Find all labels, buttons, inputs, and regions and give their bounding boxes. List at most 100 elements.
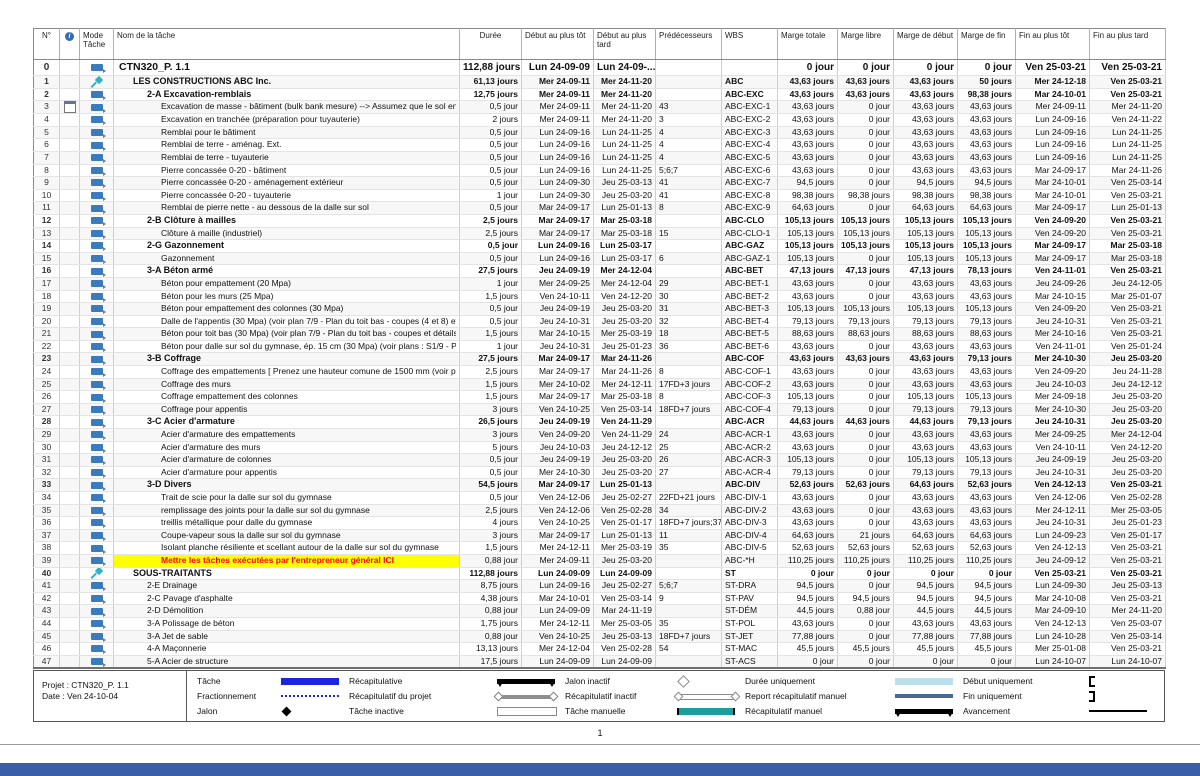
cell-f_tot[interactable]: Jeu 24-10-03: [1015, 378, 1090, 392]
cell-m_lib[interactable]: 44,63 jours: [837, 415, 894, 430]
cell-f_tot[interactable]: Jeu 24-10-31: [1015, 516, 1090, 530]
indicator-cell[interactable]: [59, 227, 80, 241]
task-name-cell[interactable]: Remblai de terre - aménag. Ext.: [113, 138, 460, 152]
cell-m_fin[interactable]: 110,25 jours: [957, 554, 1016, 568]
task-mode-cell[interactable]: [79, 504, 114, 518]
cell-f_tard[interactable]: Lun 24-11-25: [1089, 138, 1166, 152]
cell-f_tard[interactable]: Ven 25-01-24: [1089, 340, 1166, 354]
cell-pred[interactable]: 54: [655, 642, 722, 656]
indicator-cell[interactable]: [59, 428, 80, 442]
cell-m_fin[interactable]: 43,63 jours: [957, 441, 1016, 455]
cell-f_tard[interactable]: Ven 25-03-21: [1089, 227, 1166, 241]
cell-wbs[interactable]: ABC-DIV-3: [721, 516, 778, 530]
cell-d_tot[interactable]: Mar 24-09-17: [521, 529, 594, 543]
cell-m_deb[interactable]: 64,63 jours: [893, 478, 958, 492]
cell-wbs[interactable]: ABC-DIV-4: [721, 529, 778, 543]
cell-duree[interactable]: 0,5 jour: [459, 164, 522, 178]
task-name-cell[interactable]: 3-A Polissage de béton: [113, 617, 460, 631]
cell-f_tard[interactable]: Ven 25-03-21: [1089, 315, 1166, 329]
cell-d_tot[interactable]: Jeu 24-10-31: [521, 315, 594, 329]
cell-m_lib[interactable]: 0 jour: [837, 290, 894, 304]
cell-m_tot[interactable]: 64,63 jours: [777, 201, 838, 215]
cell-d_tard[interactable]: Mer 25-03-05: [593, 617, 656, 631]
cell-duree[interactable]: 1,5 jours: [459, 390, 522, 404]
cell-m_lib[interactable]: 0 jour: [837, 126, 894, 140]
cell-duree[interactable]: 61,13 jours: [459, 75, 522, 89]
cell-m_tot[interactable]: 94,5 jours: [777, 579, 838, 593]
cell-duree[interactable]: 0,5 jour: [459, 315, 522, 329]
cell-m_fin[interactable]: 43,63 jours: [957, 277, 1016, 291]
cell-f_tard[interactable]: Jeu 25-01-23: [1089, 516, 1166, 530]
cell-duree[interactable]: 1 jour: [459, 189, 522, 203]
task-mode-cell[interactable]: [79, 126, 114, 140]
cell-m_fin[interactable]: 79,13 jours: [957, 315, 1016, 329]
cell-duree[interactable]: 0,5 jour: [459, 466, 522, 480]
cell-f_tard[interactable]: Mar 24-11-26: [1089, 164, 1166, 178]
cell-m_fin[interactable]: 43,63 jours: [957, 491, 1016, 505]
task-name-cell[interactable]: Béton pour empattement (20 Mpa): [113, 277, 460, 291]
indicator-cell[interactable]: [59, 59, 80, 76]
cell-pred[interactable]: 8: [655, 201, 722, 215]
cell-d_tot[interactable]: Mer 24-09-11: [521, 554, 594, 568]
cell-m_lib[interactable]: 43,63 jours: [837, 352, 894, 367]
task-name-cell[interactable]: LES CONSTRUCTIONS ABC Inc.: [113, 75, 460, 89]
cell-duree[interactable]: 0,5 jour: [459, 252, 522, 266]
task-mode-cell[interactable]: [79, 378, 114, 392]
cell-f_tot[interactable]: Ven 24-09-20: [1015, 227, 1090, 241]
cell-f_tard[interactable]: Ven 25-03-21: [1089, 554, 1166, 568]
cell-m_tot[interactable]: 43,63 jours: [777, 75, 838, 89]
cell-m_deb[interactable]: 43,63 jours: [893, 277, 958, 291]
task-name-cell[interactable]: Pierre concassée 0-20 - tuyauterie: [113, 189, 460, 203]
row-number[interactable]: 0: [33, 59, 60, 76]
cell-d_tot[interactable]: Lun 24-09-16: [521, 252, 594, 266]
cell-d_tard[interactable]: Jeu 25-03-20: [593, 554, 656, 568]
cell-duree[interactable]: 5 jours: [459, 441, 522, 455]
cell-duree[interactable]: 1 jour: [459, 340, 522, 354]
task-mode-cell[interactable]: [79, 277, 114, 291]
task-name-cell[interactable]: Dalle de l'appentis (30 Mpa) (voir plan …: [113, 315, 460, 329]
cell-m_lib[interactable]: 0 jour: [837, 579, 894, 593]
cell-m_deb[interactable]: 105,13 jours: [893, 239, 958, 253]
cell-m_deb[interactable]: 77,88 jours: [893, 630, 958, 644]
cell-m_lib[interactable]: 0 jour: [837, 403, 894, 417]
cell-m_tot[interactable]: 43,63 jours: [777, 164, 838, 178]
cell-f_tot[interactable]: Mar 24-10-15: [1015, 290, 1090, 304]
cell-wbs[interactable]: ABC-ACR-4: [721, 466, 778, 480]
task-mode-cell[interactable]: [79, 655, 114, 669]
cell-f_tot[interactable]: Lun 24-09-16: [1015, 113, 1090, 127]
cell-d_tard[interactable]: Lun 24-09-09: [593, 655, 656, 669]
cell-m_tot[interactable]: 43,63 jours: [777, 516, 838, 530]
cell-d_tot[interactable]: Jeu 24-10-31: [521, 340, 594, 354]
cell-m_lib[interactable]: 0 jour: [837, 491, 894, 505]
task-mode-cell[interactable]: [79, 100, 114, 115]
cell-pred[interactable]: [655, 75, 722, 89]
task-name-cell[interactable]: Béton pour dalle sur sol du gymnase, ép.…: [113, 340, 460, 354]
indicator-cell[interactable]: [59, 277, 80, 291]
cell-m_lib[interactable]: 0,88 jour: [837, 604, 894, 618]
cell-m_fin[interactable]: 43,63 jours: [957, 340, 1016, 354]
column-header-mode[interactable]: Mode Tâche: [79, 28, 114, 60]
task-mode-cell[interactable]: [79, 491, 114, 505]
cell-m_deb[interactable]: 43,63 jours: [893, 428, 958, 442]
cell-f_tard[interactable]: Jeu 25-03-20: [1089, 403, 1166, 417]
cell-m_lib[interactable]: 0 jour: [837, 176, 894, 190]
cell-wbs[interactable]: ABC-CLO-1: [721, 227, 778, 241]
cell-d_tard[interactable]: Jeu 25-03-20: [593, 466, 656, 480]
cell-d_tot[interactable]: Jeu 24-10-03: [521, 441, 594, 455]
cell-d_tard[interactable]: Ven 25-03-14: [593, 403, 656, 417]
cell-pred[interactable]: 8: [655, 365, 722, 379]
cell-wbs[interactable]: ABC-GAZ: [721, 239, 778, 253]
cell-d_tard[interactable]: Mar 25-03-18: [593, 227, 656, 241]
indicator-cell[interactable]: [59, 352, 80, 367]
task-mode-cell[interactable]: [79, 151, 114, 165]
cell-pred[interactable]: 18: [655, 327, 722, 341]
cell-m_lib[interactable]: 98,38 jours: [837, 189, 894, 203]
cell-d_tard[interactable]: Lun 25-01-13: [593, 478, 656, 492]
cell-m_lib[interactable]: 0 jour: [837, 164, 894, 178]
cell-pred[interactable]: 18FD+7 jours: [655, 403, 722, 417]
cell-m_tot[interactable]: 64,63 jours: [777, 529, 838, 543]
cell-m_deb[interactable]: 79,13 jours: [893, 466, 958, 480]
cell-m_deb[interactable]: 79,13 jours: [893, 315, 958, 329]
row-number[interactable]: 13: [33, 227, 60, 241]
task-mode-cell[interactable]: [79, 315, 114, 329]
